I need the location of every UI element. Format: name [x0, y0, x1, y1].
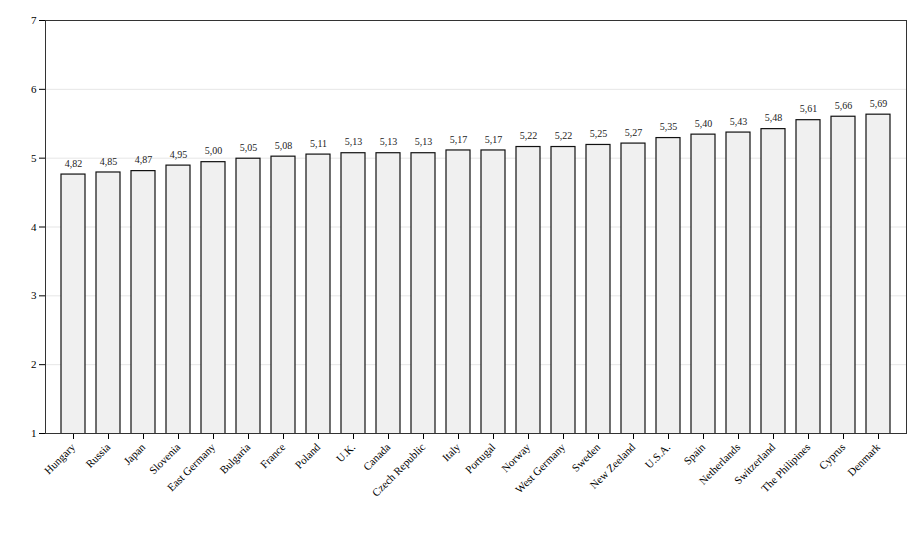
svg-text:Hungary: Hungary — [42, 440, 78, 476]
svg-text:4,82: 4,82 — [65, 158, 83, 169]
svg-text:Denmark: Denmark — [845, 440, 883, 478]
svg-text:5,35: 5,35 — [660, 121, 678, 132]
svg-text:3: 3 — [31, 289, 37, 301]
svg-text:4,95: 4,95 — [170, 149, 188, 160]
svg-text:5,17: 5,17 — [450, 134, 468, 145]
svg-text:5,61: 5,61 — [800, 103, 818, 114]
svg-text:5,11: 5,11 — [310, 138, 327, 149]
svg-text:5,17: 5,17 — [485, 134, 503, 145]
svg-text:Netherlands: Netherlands — [696, 440, 743, 487]
svg-text:Italy: Italy — [440, 440, 463, 463]
svg-text:Norway: Norway — [499, 440, 533, 474]
svg-text:U.K.: U.K. — [334, 441, 358, 465]
svg-text:Canada: Canada — [361, 441, 393, 473]
svg-text:Sweden: Sweden — [569, 440, 602, 473]
svg-text:West Germany: West Germany — [513, 440, 568, 495]
svg-text:France: France — [258, 441, 288, 471]
svg-text:5,22: 5,22 — [555, 130, 573, 141]
svg-text:6: 6 — [31, 83, 37, 95]
svg-text:Switzerland: Switzerland — [731, 440, 778, 487]
svg-text:Slovenia: Slovenia — [147, 441, 183, 477]
svg-text:5,66: 5,66 — [835, 100, 853, 111]
svg-text:Cyprus: Cyprus — [816, 441, 847, 472]
svg-text:5,40: 5,40 — [695, 118, 713, 129]
svg-text:5,69: 5,69 — [870, 98, 888, 109]
svg-text:East Germany: East Germany — [165, 440, 218, 493]
svg-text:5,13: 5,13 — [415, 136, 433, 147]
svg-text:1: 1 — [31, 427, 37, 439]
svg-text:7: 7 — [31, 14, 37, 26]
svg-text:Portugal: Portugal — [463, 441, 498, 476]
svg-text:5,00: 5,00 — [205, 145, 223, 156]
svg-text:4,87: 4,87 — [135, 154, 153, 165]
svg-text:The Philipines: The Philipines — [759, 441, 813, 495]
svg-text:5,13: 5,13 — [345, 136, 363, 147]
svg-text:5,43: 5,43 — [730, 116, 748, 127]
svg-text:5,08: 5,08 — [275, 140, 293, 151]
svg-text:Bulgaria: Bulgaria — [217, 441, 252, 476]
svg-text:5,22: 5,22 — [520, 130, 538, 141]
svg-text:Poland: Poland — [292, 440, 322, 470]
svg-text:5,05: 5,05 — [240, 142, 258, 153]
svg-text:5,25: 5,25 — [590, 128, 608, 139]
svg-text:Czech Republic: Czech Republic — [369, 441, 427, 499]
svg-text:Spain: Spain — [681, 440, 708, 467]
svg-text:5,48: 5,48 — [765, 112, 783, 123]
svg-text:2: 2 — [31, 358, 37, 370]
svg-text:U.S.A.: U.S.A. — [643, 441, 673, 471]
svg-text:5,27: 5,27 — [625, 127, 643, 138]
svg-text:Russia: Russia — [83, 441, 112, 470]
svg-text:4,85: 4,85 — [100, 156, 118, 167]
svg-text:New Zeeland: New Zeeland — [587, 440, 638, 491]
svg-text:5: 5 — [31, 152, 37, 164]
svg-text:5,13: 5,13 — [380, 136, 398, 147]
svg-text:4: 4 — [31, 221, 37, 233]
svg-text:Japan: Japan — [121, 440, 148, 467]
